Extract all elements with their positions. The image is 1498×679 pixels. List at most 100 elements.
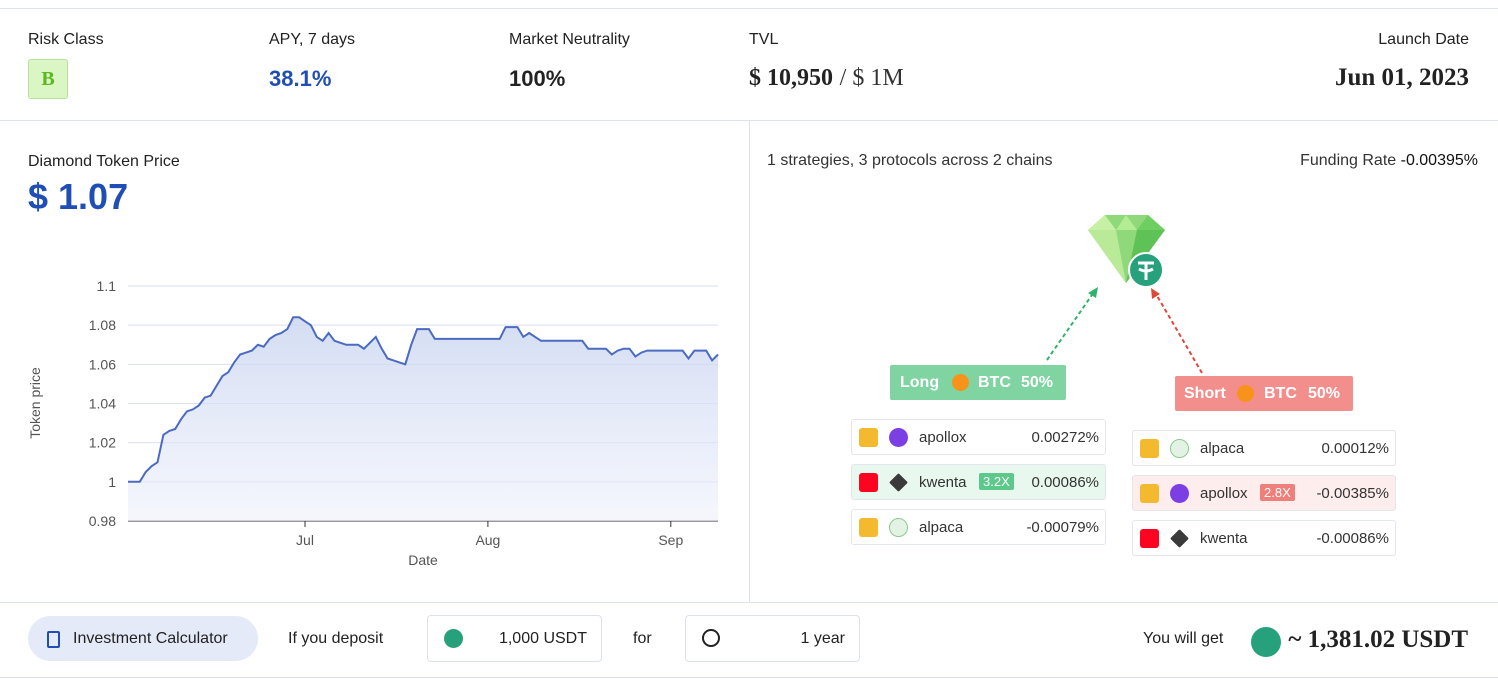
y-tick-label: 1.08 — [89, 317, 116, 333]
btc-icon — [1237, 385, 1254, 402]
stat-value: B — [41, 68, 55, 90]
result-label: You will get — [1143, 630, 1224, 647]
result-value: ~ 1,381.02 USDT — [1288, 626, 1468, 653]
line — [128, 316, 719, 483]
x-tick-label: Sep — [658, 532, 683, 548]
price-value: $ 1.07 — [28, 176, 129, 217]
protocol-row: alpaca -0.00079% — [851, 509, 1106, 545]
price-label: Diamond Token Price — [28, 153, 180, 170]
chain-icon — [859, 428, 878, 447]
protocol-name: apollox — [919, 429, 967, 446]
protocol-rate: -0.00079% — [1026, 519, 1099, 536]
stat-value: $ 10,950 — [749, 65, 833, 91]
protocol-name: kwenta — [919, 474, 967, 491]
period-input[interactable]: 1 year — [685, 615, 860, 662]
chain-icon — [859, 473, 878, 492]
stat-label: Market Neutrality — [509, 31, 630, 48]
calculator-icon — [47, 631, 60, 648]
funding-label: Funding Rate — [1300, 152, 1397, 169]
leverage: 3.2X — [979, 473, 1014, 490]
usdt-icon — [1251, 627, 1281, 657]
chain-icon — [1140, 529, 1159, 548]
protocol-icon — [889, 428, 908, 447]
arrows — [1046, 287, 1203, 374]
tvl-cap: / $ 1M — [839, 65, 904, 91]
protocol-name: apollox — [1200, 485, 1248, 502]
deposit-value: 1,000 USDT — [498, 630, 587, 647]
long-tag: Long BTC 50% — [890, 365, 1066, 400]
protocol-row: apollox 2.8X -0.00385% — [1132, 475, 1396, 511]
stat-label: APY, 7 days — [269, 31, 355, 48]
stat-label: Risk Class — [28, 31, 104, 48]
protocol-row: apollox 0.00272% — [851, 419, 1106, 455]
for-label: for — [633, 630, 652, 647]
protocol-icon — [889, 473, 908, 492]
deposit-input[interactable]: 1,000 USDT — [427, 615, 602, 662]
short-arrow — [1155, 293, 1203, 374]
deposit-label: If you deposit — [288, 630, 384, 647]
area — [128, 317, 718, 521]
diamond-icon — [1088, 215, 1165, 288]
x-tick-label: Jul — [296, 532, 314, 548]
chain-icon — [859, 518, 878, 537]
y-tick-label: 1.02 — [89, 435, 116, 451]
y-tick-label: 1 — [108, 474, 116, 490]
strategy-summary: 1 strategies, 3 protocols across 2 chain… — [767, 152, 1053, 169]
protocol-name: alpaca — [1200, 440, 1245, 457]
y-tick-label: 1.1 — [97, 278, 117, 294]
protocol-rate: 0.00086% — [1031, 474, 1099, 491]
stat-value: 100% — [509, 66, 566, 91]
protocol-rate: 0.00272% — [1031, 429, 1099, 446]
protocol-rate: 0.00012% — [1321, 440, 1389, 457]
tag-asset: BTC — [1264, 385, 1297, 402]
y-tick-label: 1.04 — [89, 396, 116, 412]
arrow-head — [1088, 287, 1098, 298]
diamond-facet — [1116, 215, 1137, 230]
btc-icon — [952, 374, 969, 391]
stat-label: Launch Date — [1378, 31, 1469, 48]
protocol-rate: -0.00385% — [1316, 485, 1389, 502]
stat-label: TVL — [749, 31, 779, 48]
divider — [0, 677, 1498, 678]
usdt-icon — [444, 629, 463, 648]
divider — [0, 8, 1498, 9]
divider — [749, 120, 750, 602]
x-tick-label: Aug — [475, 532, 500, 548]
leverage: 2.8X — [1260, 484, 1295, 501]
protocol-name: alpaca — [919, 519, 964, 536]
protocol-icon — [1170, 484, 1189, 503]
tvl: $ 10,950 / $ 1M — [749, 64, 904, 92]
clock-icon — [702, 629, 720, 647]
chart: 0.98 1 1.02 1.04 1.06 1.08 1.1 Jul Aug Sep Date Tok… — [27, 278, 719, 568]
period-value: 1 year — [800, 630, 845, 647]
risk-badge: B — [28, 59, 68, 99]
y-tick-label: 1.06 — [89, 356, 116, 372]
y-axis-label: Token price — [27, 367, 43, 439]
protocol-icon — [1170, 529, 1189, 548]
chain-icon — [1140, 439, 1159, 458]
protocol-rate: -0.00086% — [1316, 530, 1389, 547]
calculator-button[interactable]: Investment Calculator — [28, 616, 258, 661]
funding-rate: Funding Rate -0.00395% — [1300, 152, 1478, 170]
x-axis-label: Date — [408, 552, 438, 568]
protocol-name: kwenta — [1200, 530, 1248, 547]
short-tag: Short BTC 50% — [1175, 376, 1353, 411]
tag-share: 50% — [1021, 374, 1054, 391]
protocol-row: kwenta 3.2X 0.00086% — [851, 464, 1106, 500]
chain-icon — [1140, 484, 1159, 503]
diamond-facet — [1088, 215, 1116, 230]
long-arrow — [1046, 291, 1095, 361]
tag-label: Short — [1184, 385, 1226, 402]
y-tick-label: 0.98 — [89, 513, 116, 529]
diamond-facet — [1137, 215, 1165, 230]
tether-glyph — [1138, 261, 1154, 280]
divider — [0, 602, 1498, 603]
tag-asset: BTC — [978, 374, 1011, 391]
protocol-icon — [1170, 439, 1189, 458]
protocol-row: kwenta -0.00086% — [1132, 520, 1396, 556]
tag-label: Long — [900, 374, 940, 391]
stat-value: Jun 01, 2023 — [1334, 64, 1469, 91]
stat-value: 38.1% — [269, 66, 332, 91]
diamond-facet — [1088, 230, 1126, 283]
